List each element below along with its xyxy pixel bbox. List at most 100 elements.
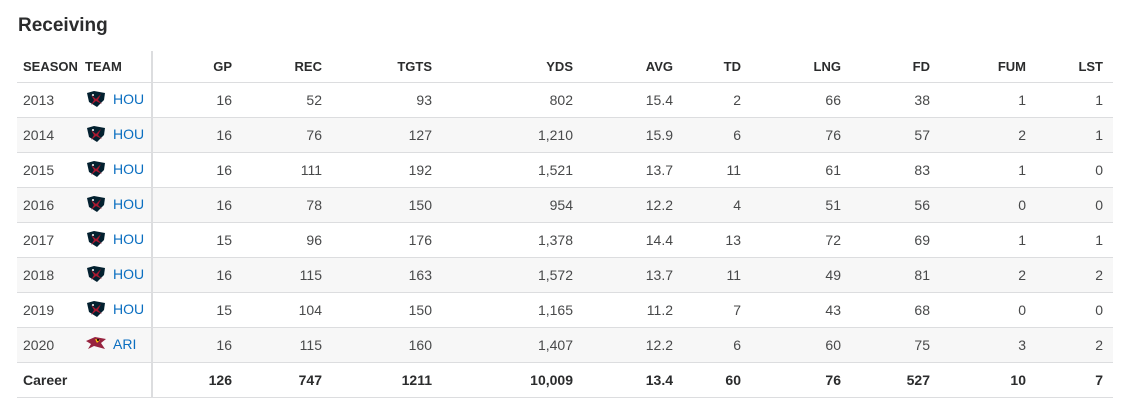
- table-row: 2018 HOU 16 115 163 1,572 13.7 11 49 81 2 2: [17, 257, 1113, 293]
- col-header-tgts[interactable]: TGTS: [332, 51, 442, 83]
- stat-lst: 1: [1036, 82, 1113, 118]
- stat-rec: 76: [242, 117, 332, 153]
- stat-lng: 66: [751, 82, 851, 118]
- season-cell: 2013: [17, 82, 81, 118]
- team-abbr: HOU: [113, 160, 145, 177]
- team-cell: HOU: [81, 292, 153, 328]
- stat-fd: 75: [851, 327, 940, 363]
- stat-yds: 1,407: [442, 327, 583, 363]
- team-link[interactable]: HOU: [85, 195, 144, 213]
- season-cell: 2014: [17, 117, 81, 153]
- stat-gp: 16: [152, 187, 242, 223]
- stat-rec: 52: [242, 82, 332, 118]
- stat-rec: 104: [242, 292, 332, 328]
- stat-lst: 0: [1036, 152, 1113, 188]
- table-row: 2019 HOU 15 104 150 1,165 11.2 7 43 68 0 0: [17, 292, 1113, 328]
- stat-lng: 43: [751, 292, 851, 328]
- col-header-fd[interactable]: FD: [851, 51, 940, 83]
- career-tgts: 1211: [332, 362, 442, 398]
- stat-tgts: 93: [332, 82, 442, 118]
- season-cell: 2018: [17, 257, 81, 293]
- col-header-yds[interactable]: YDS: [442, 51, 583, 83]
- team-link[interactable]: HOU: [85, 125, 144, 143]
- stat-tgts: 150: [332, 187, 442, 223]
- team-cell: HOU: [81, 117, 153, 153]
- career-lng: 76: [751, 362, 851, 398]
- team-abbr: HOU: [113, 125, 145, 142]
- team-cell: ARI: [81, 327, 153, 363]
- stat-lst: 0: [1036, 292, 1113, 328]
- col-header-lst[interactable]: LST: [1036, 51, 1113, 83]
- stat-fum: 0: [940, 292, 1036, 328]
- career-fum: 10: [940, 362, 1036, 398]
- team-cell: HOU: [81, 152, 153, 188]
- stat-yds: 802: [442, 82, 583, 118]
- season-cell: 2019: [17, 292, 81, 328]
- table-row: 2017 HOU 15 96 176 1,378 14.4 13 72 69 1 1: [17, 222, 1113, 258]
- stat-lst: 1: [1036, 222, 1113, 258]
- stat-gp: 16: [152, 82, 242, 118]
- col-header-fum[interactable]: FUM: [940, 51, 1036, 83]
- stat-rec: 78: [242, 187, 332, 223]
- col-header-team[interactable]: TEAM: [81, 51, 153, 83]
- stat-fum: 1: [940, 222, 1036, 258]
- stat-yds: 1,521: [442, 152, 583, 188]
- stat-avg: 11.2: [583, 292, 683, 328]
- team-link[interactable]: ARI: [85, 335, 136, 353]
- team-link[interactable]: HOU: [85, 160, 144, 178]
- stat-fd: 57: [851, 117, 940, 153]
- section-title: Receiving: [18, 15, 108, 36]
- stat-lng: 60: [751, 327, 851, 363]
- texans-logo-icon: [85, 195, 107, 213]
- stat-gp: 16: [152, 152, 242, 188]
- stat-lng: 49: [751, 257, 851, 293]
- career-fd: 527: [851, 362, 940, 398]
- season-cell: 2020: [17, 327, 81, 363]
- stat-fum: 2: [940, 117, 1036, 153]
- career-lst: 7: [1036, 362, 1113, 398]
- stat-td: 7: [683, 292, 751, 328]
- table-row: 2020 ARI 16 115 160 1,407 12.2 6 60 75 3 2: [17, 327, 1113, 363]
- stat-fum: 2: [940, 257, 1036, 293]
- texans-logo-icon: [85, 90, 107, 108]
- stat-rec: 96: [242, 222, 332, 258]
- stat-td: 11: [683, 152, 751, 188]
- stat-fd: 81: [851, 257, 940, 293]
- texans-logo-icon: [85, 300, 107, 318]
- team-abbr: HOU: [113, 195, 145, 212]
- team-abbr: HOU: [113, 300, 145, 317]
- stat-lng: 51: [751, 187, 851, 223]
- team-link[interactable]: HOU: [85, 90, 144, 108]
- stat-lst: 1: [1036, 117, 1113, 153]
- stat-fd: 83: [851, 152, 940, 188]
- stat-fum: 3: [940, 327, 1036, 363]
- table-header-row: SEASON TEAM GP REC TGTS YDS AVG TD LNG F…: [17, 51, 1113, 83]
- career-label: Career: [17, 362, 153, 398]
- col-header-season[interactable]: SEASON: [17, 51, 81, 83]
- texans-logo-icon: [85, 160, 107, 178]
- col-header-lng[interactable]: LNG: [751, 51, 851, 83]
- receiving-table: SEASON TEAM GP REC TGTS YDS AVG TD LNG F…: [17, 51, 1113, 398]
- col-header-td[interactable]: TD: [683, 51, 751, 83]
- col-header-gp[interactable]: GP: [152, 51, 242, 83]
- stat-lng: 61: [751, 152, 851, 188]
- stat-lst: 0: [1036, 187, 1113, 223]
- col-header-avg[interactable]: AVG: [583, 51, 683, 83]
- col-header-rec[interactable]: REC: [242, 51, 332, 83]
- team-link[interactable]: HOU: [85, 300, 144, 318]
- stat-tgts: 192: [332, 152, 442, 188]
- stat-gp: 15: [152, 222, 242, 258]
- team-link[interactable]: HOU: [85, 265, 144, 283]
- texans-logo-icon: [85, 230, 107, 248]
- team-link[interactable]: HOU: [85, 230, 144, 248]
- stat-lst: 2: [1036, 327, 1113, 363]
- cardinals-logo-icon: [85, 335, 107, 353]
- team-abbr: HOU: [113, 230, 145, 247]
- stat-tgts: 127: [332, 117, 442, 153]
- texans-logo-icon: [85, 265, 107, 283]
- stat-gp: 16: [152, 117, 242, 153]
- table-row: 2015 HOU 16 111 192 1,521 13.7 11 61 83 1 0: [17, 152, 1113, 188]
- stat-lng: 72: [751, 222, 851, 258]
- season-cell: 2017: [17, 222, 81, 258]
- table-row: 2014 HOU 16 76 127 1,210 15.9 6 76 57 2 1: [17, 117, 1113, 153]
